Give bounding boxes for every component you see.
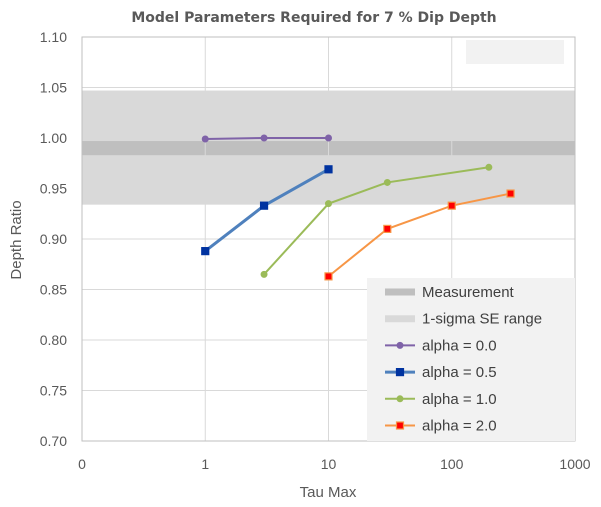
x-axis-title: Tau Max	[300, 484, 357, 501]
legend-label: alpha = 0.0	[422, 337, 497, 354]
y-tick-label: 1.00	[40, 130, 67, 146]
series-line-alpha-2-0	[327, 192, 511, 278]
y-tick-label: 1.10	[40, 29, 67, 45]
data-point	[201, 247, 210, 256]
data-point	[260, 270, 268, 278]
data-point	[324, 272, 333, 281]
y-tick-label: 0.95	[40, 181, 67, 197]
legend-label: alpha = 0.5	[422, 364, 497, 381]
data-point	[485, 163, 493, 171]
plot-border	[81, 36, 576, 442]
data-point	[325, 134, 332, 142]
plot-area: 0.70 0.75 0.80 0.85 0.90 0.95 1.00 1.05 1.10 0 1 10…	[40, 29, 591, 472]
series-line-alpha-1-0	[263, 166, 489, 276]
legend-marker	[396, 341, 404, 349]
x-tick-label: 100	[440, 456, 464, 472]
data-point	[259, 201, 269, 210]
y-axis-title: Depth Ratio	[8, 200, 25, 279]
y-tick-label: 0.75	[40, 383, 67, 399]
data-point	[447, 201, 456, 210]
legend-label: 1-sigma SE range	[422, 311, 542, 328]
legend-label: Measurement	[422, 284, 515, 301]
y-tick-label: 1.05	[40, 80, 67, 96]
x-tick-label: 10	[321, 456, 337, 472]
data-point	[383, 224, 392, 233]
legend-marker	[395, 421, 405, 430]
data-point	[383, 178, 391, 186]
legend-marker	[396, 395, 404, 403]
data-point	[324, 165, 333, 174]
x-tick-label: 1	[201, 456, 209, 472]
x-tick-label: 1000	[559, 456, 590, 472]
legend	[367, 278, 575, 441]
y-tick-label: 0.70	[40, 433, 67, 449]
y-tick-label: 0.85	[40, 282, 67, 298]
data-point	[260, 134, 268, 142]
chart-title: Model Parameters Required for 7 % Dip De…	[131, 10, 496, 26]
legend-label: alpha = 2.0	[422, 418, 497, 435]
y-tick-label: 0.90	[40, 231, 67, 247]
x-tick-label: 0	[78, 456, 86, 472]
legend-label: alpha = 1.0	[422, 391, 497, 408]
data-point	[201, 135, 209, 143]
data-point	[506, 189, 515, 198]
data-point	[325, 200, 332, 208]
y-tick-label: 0.80	[40, 332, 67, 348]
legend-frame-top	[466, 40, 564, 64]
legend-marker	[395, 368, 405, 377]
